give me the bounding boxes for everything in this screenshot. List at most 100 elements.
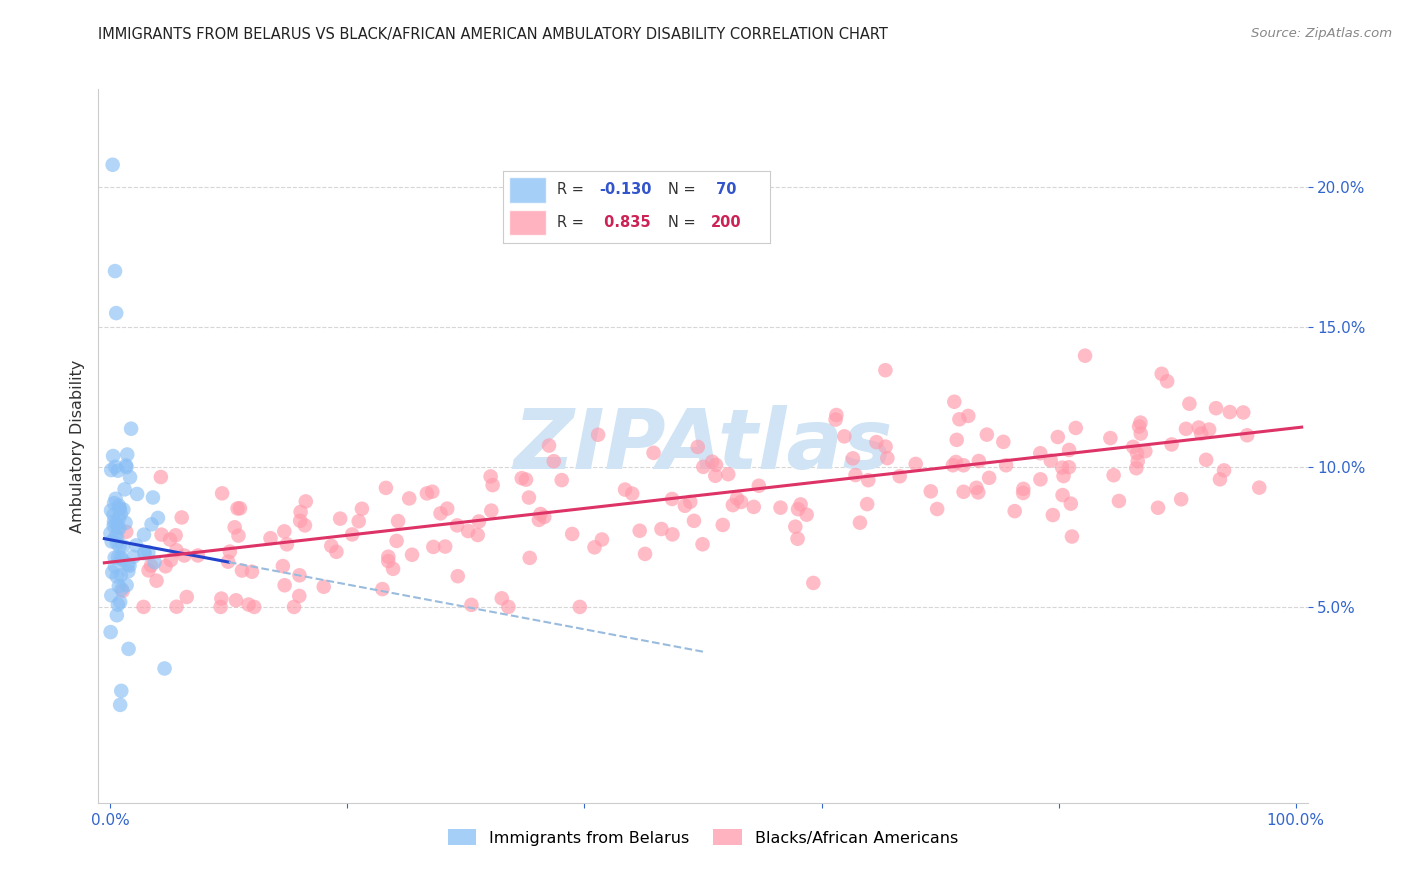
Point bbox=[704, 468, 727, 483]
Point bbox=[312, 580, 335, 594]
Point bbox=[132, 599, 155, 614]
Point bbox=[702, 455, 724, 469]
Point bbox=[160, 553, 183, 567]
Point bbox=[468, 515, 491, 529]
Point bbox=[273, 524, 295, 539]
Point bbox=[643, 446, 665, 460]
Point bbox=[952, 458, 974, 473]
Point bbox=[259, 531, 281, 545]
Point bbox=[173, 549, 195, 563]
Point bbox=[125, 538, 148, 552]
Point bbox=[1178, 397, 1201, 411]
Point bbox=[904, 457, 927, 471]
Point bbox=[104, 264, 127, 278]
Point bbox=[340, 527, 363, 541]
Legend: Immigrants from Belarus, Blacks/African Americans: Immigrants from Belarus, Blacks/African … bbox=[441, 822, 965, 852]
Point bbox=[243, 599, 266, 614]
Point bbox=[858, 473, 880, 487]
Point bbox=[294, 494, 316, 508]
Point bbox=[1150, 367, 1173, 381]
Point bbox=[209, 599, 232, 614]
Point bbox=[945, 455, 967, 469]
Point bbox=[876, 451, 898, 466]
Point bbox=[105, 530, 128, 544]
Point bbox=[217, 555, 239, 569]
Point bbox=[515, 473, 537, 487]
Point bbox=[104, 459, 127, 474]
Point bbox=[460, 598, 482, 612]
Point bbox=[122, 549, 145, 564]
Point bbox=[238, 598, 260, 612]
Point bbox=[105, 516, 128, 531]
Text: ZIPAtlas: ZIPAtlas bbox=[513, 406, 893, 486]
Point bbox=[965, 481, 987, 495]
Point bbox=[229, 501, 252, 516]
Point bbox=[225, 593, 247, 607]
Point bbox=[104, 559, 127, 574]
Point bbox=[108, 501, 131, 516]
Point bbox=[1108, 494, 1130, 508]
Point bbox=[1052, 469, 1074, 483]
Point bbox=[120, 422, 142, 436]
Point bbox=[115, 460, 138, 475]
Point bbox=[108, 499, 131, 513]
Point bbox=[134, 545, 156, 559]
Point bbox=[101, 566, 124, 580]
Point bbox=[1122, 440, 1144, 454]
Point bbox=[1050, 460, 1073, 475]
Point bbox=[103, 508, 125, 522]
Point bbox=[467, 528, 489, 542]
Point bbox=[387, 514, 409, 528]
Point bbox=[103, 515, 125, 529]
Point bbox=[100, 589, 122, 603]
Point bbox=[614, 483, 637, 497]
Point bbox=[118, 558, 141, 573]
Point bbox=[1046, 430, 1069, 444]
Point bbox=[100, 463, 122, 477]
Point bbox=[498, 599, 520, 614]
Point bbox=[1060, 497, 1083, 511]
Point bbox=[115, 448, 138, 462]
Point bbox=[325, 545, 347, 559]
Point bbox=[1188, 420, 1211, 434]
Point bbox=[479, 469, 502, 483]
Point bbox=[166, 599, 188, 614]
Point bbox=[117, 557, 139, 571]
Point bbox=[114, 516, 136, 530]
Point bbox=[382, 562, 405, 576]
Text: IMMIGRANTS FROM BELARUS VS BLACK/AFRICAN AMERICAN AMBULATORY DISABILITY CORRELAT: IMMIGRANTS FROM BELARUS VS BLACK/AFRICAN… bbox=[98, 27, 889, 42]
Point bbox=[101, 449, 124, 463]
Point bbox=[329, 511, 352, 525]
Point bbox=[769, 500, 792, 515]
Point bbox=[943, 394, 966, 409]
Point bbox=[1147, 500, 1170, 515]
Point bbox=[1249, 481, 1271, 495]
Point bbox=[533, 510, 555, 524]
Point bbox=[107, 520, 129, 534]
Point bbox=[856, 497, 879, 511]
Point bbox=[118, 470, 141, 484]
Point bbox=[1125, 461, 1147, 475]
Point bbox=[1060, 529, 1083, 543]
Point bbox=[146, 511, 169, 525]
Point bbox=[787, 502, 810, 516]
Point bbox=[142, 491, 165, 505]
Point bbox=[115, 578, 138, 592]
Point bbox=[661, 491, 683, 506]
Point bbox=[543, 454, 565, 468]
Point bbox=[149, 470, 172, 484]
Point bbox=[159, 533, 181, 547]
Point bbox=[134, 546, 156, 560]
Point bbox=[117, 641, 139, 656]
Point bbox=[110, 684, 132, 698]
Point bbox=[661, 527, 683, 541]
Point bbox=[583, 541, 606, 555]
Point bbox=[491, 591, 513, 606]
Point bbox=[176, 590, 198, 604]
Point bbox=[108, 579, 131, 593]
Point bbox=[374, 481, 396, 495]
Point bbox=[1232, 405, 1254, 419]
Point bbox=[117, 564, 139, 578]
Point bbox=[155, 559, 177, 574]
Point bbox=[350, 501, 373, 516]
